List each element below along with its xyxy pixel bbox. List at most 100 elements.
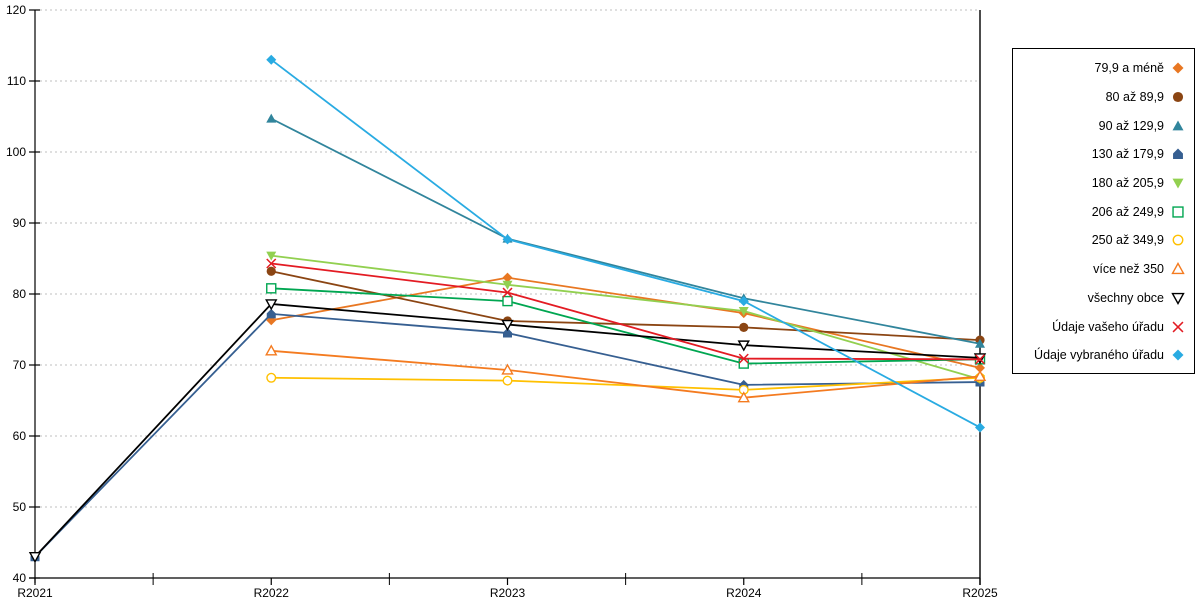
legend-label: Údaje vašeho úřadu: [1052, 319, 1164, 334]
marker-square-open: [1172, 206, 1184, 218]
legend-marker-icon: [1171, 262, 1185, 275]
series-line: [271, 270, 981, 342]
series-line: [271, 349, 981, 399]
marker-x: [502, 287, 513, 298]
marker-diamond-filled: [738, 296, 749, 307]
marker-triangle-down-filled: [1172, 178, 1184, 189]
series-line: [271, 254, 981, 381]
legend-label: 206 až 249,9: [1091, 204, 1164, 219]
marker-circle-filled: [1172, 91, 1184, 103]
legend-marker-icon: [1172, 321, 1184, 333]
marker-pentagon-filled: [503, 328, 512, 338]
marker-diamond-filled: [975, 362, 985, 373]
legend-item-5: 180 až 205,9: [1013, 169, 1194, 198]
marker-diamond-filled: [1172, 62, 1184, 74]
series-line: [271, 276, 981, 369]
x-tick-label: R2023: [490, 586, 526, 600]
y-tick-label: 60: [13, 429, 27, 443]
x-tick-label: R2025: [962, 586, 998, 600]
gridlines: [35, 9, 980, 508]
series-line: [270, 117, 981, 345]
marker-circle-open: [502, 375, 513, 386]
marker-triangle-open: [737, 391, 750, 403]
marker-pentagon-filled: [1173, 148, 1183, 160]
series-line: [270, 58, 981, 429]
legend-label: 80 až 89,9: [1105, 90, 1164, 105]
marker-triangle-open: [973, 369, 987, 382]
marker-diamond-filled: [502, 234, 513, 245]
legend-marker-icon: [1172, 349, 1184, 361]
x-tick-label: R2022: [254, 586, 290, 600]
legend-label: Údaje vybraného úřadu: [1034, 348, 1164, 363]
marker-circle-filled: [266, 266, 276, 276]
legend-item-2: 80 až 89,9: [1013, 83, 1194, 112]
legend-marker-icon: [1171, 292, 1185, 305]
marker-x: [974, 354, 986, 365]
marker-triangle-down-open: [265, 299, 278, 311]
y-tick-label: 90: [13, 216, 27, 230]
series-line: [271, 262, 981, 361]
marker-circle-filled: [739, 322, 749, 332]
legend-marker-icon: [1172, 178, 1184, 189]
marker-triangle-down-filled: [266, 251, 277, 261]
marker-x: [1172, 321, 1184, 333]
legend-item-9: všechny obce: [1013, 284, 1194, 313]
y-tick-label: 70: [13, 358, 27, 372]
x-tick-label: R2021: [17, 586, 53, 600]
y-tick-label: 110: [7, 74, 26, 88]
legend-item-3: 90 až 129,9: [1013, 111, 1194, 140]
series-line: [34, 303, 981, 558]
legend-item-6: 206 až 249,9: [1013, 197, 1194, 226]
marker-triangle-filled: [975, 338, 985, 348]
marker-triangle-open: [1171, 262, 1185, 275]
marker-square-open: [502, 295, 513, 307]
legend-marker-icon: [1172, 91, 1184, 103]
y-tick-label: 80: [13, 287, 27, 301]
series-4: [30, 308, 985, 562]
legend-label: 90 až 129,9: [1098, 118, 1164, 133]
axes: 40 50 60 70 80 90 100 110 120 R2021 R2022 R2023 R202…: [6, 3, 998, 600]
series-11: [266, 54, 985, 433]
marker-triangle-down-open: [28, 552, 42, 564]
y-tick-label: 40: [13, 571, 27, 585]
legend-item-4: 130 až 179,9: [1013, 140, 1194, 169]
legend-item-11: Údaje vybraného úřadu: [1013, 341, 1194, 370]
x-tick-label: R2024: [726, 586, 762, 600]
legend-marker-icon: [1172, 120, 1184, 131]
y-tick-label: 120: [6, 3, 26, 17]
legend-label: 180 až 205,9: [1091, 176, 1164, 191]
marker-square-open: [266, 283, 277, 294]
legend-item-7: 250 až 349,9: [1013, 226, 1194, 255]
marker-square-open: [738, 358, 749, 369]
legend-marker-icon: [1172, 62, 1184, 74]
marker-triangle-down-open: [501, 319, 514, 331]
marker-pentagon-filled: [266, 308, 276, 319]
legend-label: 250 až 349,9: [1091, 233, 1164, 248]
legend-marker-icon: [1172, 206, 1184, 218]
marker-triangle-open: [265, 344, 278, 356]
marker-diamond-filled: [1172, 349, 1184, 361]
legend-marker-icon: [1172, 235, 1184, 246]
marker-triangle-down-open: [737, 340, 750, 352]
marker-circle-open: [1172, 235, 1184, 246]
y-tick-label: 50: [13, 500, 27, 514]
series-8: [265, 344, 987, 403]
legend-item-10: Údaje vašeho úřadu: [1013, 312, 1194, 341]
legend-marker-icon: [1173, 148, 1183, 160]
legend-label: více než 350: [1093, 262, 1164, 277]
marker-triangle-down-open: [1171, 292, 1185, 305]
series-5: [266, 251, 985, 385]
series-line: [271, 376, 981, 391]
marker-triangle-down-filled: [502, 280, 513, 290]
marker-circle-open: [266, 372, 277, 383]
legend-label: všechny obce: [1087, 290, 1164, 305]
y-tick-label: 100: [6, 145, 26, 159]
marker-triangle-filled: [266, 113, 277, 123]
series-10: [266, 258, 986, 365]
marker-triangle-open: [501, 363, 514, 375]
marker-triangle-down-filled: [738, 307, 749, 317]
series-9: [28, 299, 987, 564]
legend: 79,9 a méně 80 až 89,9 90 až 129,9 130 až 1…: [1012, 48, 1195, 374]
marker-triangle-filled: [1172, 120, 1184, 131]
